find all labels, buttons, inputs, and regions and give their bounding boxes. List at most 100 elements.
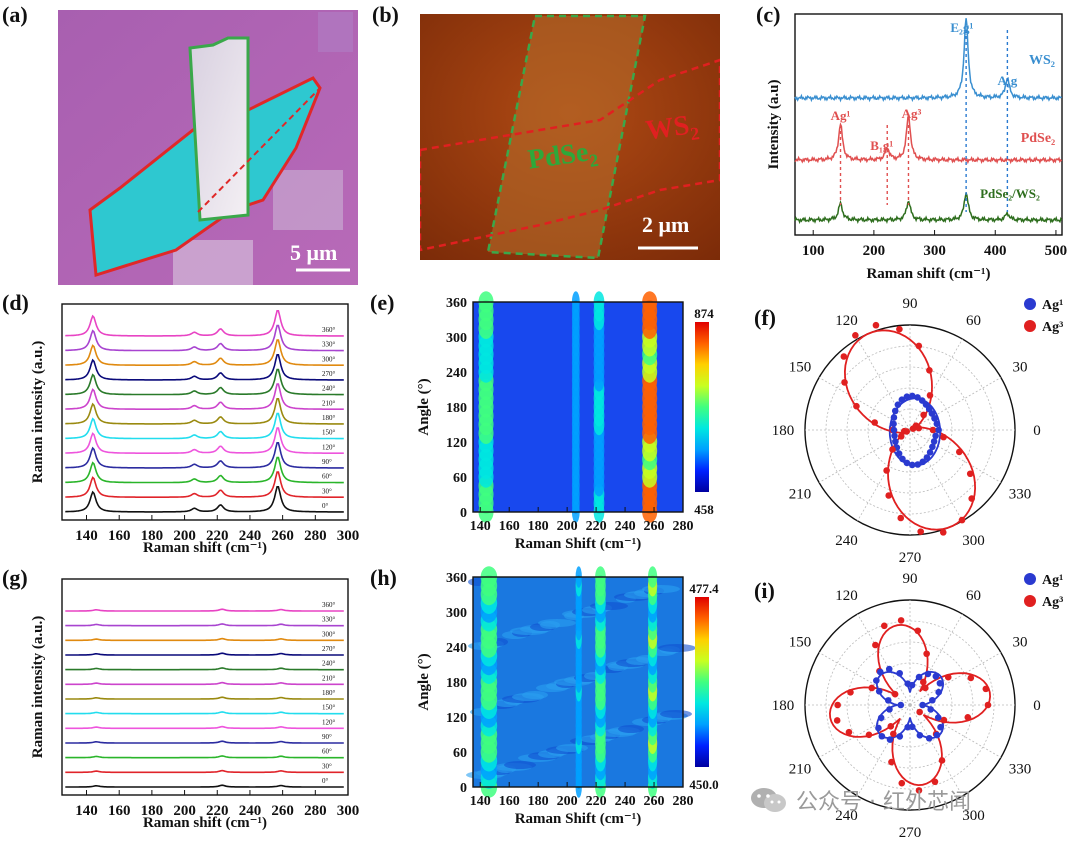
angle-label-d: 150°: [322, 429, 336, 437]
peak-label-ag3: Ag³: [902, 106, 922, 121]
heat-blob-h: [642, 585, 680, 593]
angle-tick-label-f: 0: [1033, 423, 1041, 439]
tick-label-d: 260: [271, 528, 294, 544]
polar-spoke-f: [909, 338, 963, 431]
tick-label-g: 180: [141, 803, 164, 819]
legend-label-i-0: Ag¹: [1042, 573, 1063, 588]
plot-frame-c: [794, 13, 1063, 236]
data-point-ag3-f: [840, 353, 848, 360]
data-point-ag1-f: [895, 450, 903, 457]
tick-label-x-h: 260: [644, 794, 665, 809]
data-point-ag3-f: [903, 428, 911, 435]
polar-spoke-i: [909, 704, 1002, 758]
data-point-ag1-f: [890, 420, 897, 428]
tick-label-d: 140: [75, 528, 98, 544]
data-point-ag3-i: [964, 713, 972, 721]
data-point-ag1-i: [935, 688, 943, 696]
spectrum-line-g-6: [65, 696, 344, 700]
angle-tick-label-f: 60: [966, 313, 981, 329]
tick-label-d: 300: [337, 528, 360, 544]
data-point-ag3-i: [931, 778, 939, 786]
tick-label-y-h: 120: [446, 711, 467, 726]
colorbar-h: [695, 597, 709, 767]
data-point-ag3-i: [938, 757, 946, 764]
tick-label-g: 300: [337, 803, 360, 819]
chart-e: 874 458 140 160 180 200 220 240 260 280 0 60 120 180 2…: [416, 291, 714, 552]
plot-frame-e: [472, 301, 684, 513]
data-point-ag3-i: [865, 731, 873, 739]
tick-label-x-e: 160: [499, 519, 520, 534]
tick-label-x-h: 240: [615, 794, 636, 809]
tick-label-g: 280: [304, 803, 327, 819]
data-point-ag3-i: [888, 758, 895, 766]
angle-label-d: 120°: [322, 443, 336, 451]
data-point-ag1-f: [909, 392, 916, 400]
spectrum-line-d-5: [65, 412, 344, 440]
angle-tick-label-i: 180: [772, 698, 795, 714]
scale-bar-label-a: 5 μm: [290, 240, 338, 265]
tick-label-d: 240: [239, 528, 262, 544]
data-point-ag1-i: [873, 677, 880, 684]
legend-label-f-1: Ag³: [1042, 320, 1063, 335]
legend-marker-i-0: [1024, 573, 1036, 585]
spectrum-line-g-3: [65, 740, 344, 744]
angle-tick-label-f: 150: [789, 360, 812, 376]
data-point-ag1-f: [930, 438, 938, 445]
panel-label-h: (h): [370, 565, 397, 590]
panel-label-c: (c): [756, 2, 781, 27]
spectrum-line-d-12: [65, 310, 344, 337]
spectrum-line-g-4: [65, 725, 344, 730]
spectrum-line-g-9: [65, 652, 344, 656]
data-point-ag3-i: [834, 701, 841, 709]
axis-label-y-e: Angle (°): [416, 378, 432, 435]
tick-label-y-e: 180: [446, 401, 467, 416]
angle-tick-label-f: 240: [835, 533, 858, 549]
tick-label-y-h: 60: [453, 746, 467, 761]
data-point-ag1-i: [936, 679, 944, 687]
data-point-ag3-i: [919, 678, 927, 686]
data-point-ag1-f: [890, 426, 898, 434]
series-line-c-2: [794, 192, 1063, 225]
angle-label-d: 90°: [322, 458, 332, 466]
angle-tick-label-i: 270: [899, 825, 922, 840]
tick-label-d: 280: [304, 528, 327, 544]
data-point-ag3-f: [897, 514, 905, 522]
axis-label-y-c: Intensity (a.u): [766, 79, 782, 169]
panel-e: 874 458 140 160 180 200 220 240 260 280 0 60 120 180 2…: [400, 290, 720, 565]
heat-blob-h: [660, 710, 692, 718]
tick-label-x-h: 200: [557, 794, 578, 809]
tick-label-d: 160: [108, 528, 131, 544]
plot-frame-h: [472, 576, 684, 788]
tick-label-y-h: 360: [446, 571, 467, 586]
data-point-ag3-i: [984, 701, 992, 709]
data-point-ag3-i: [915, 787, 923, 794]
data-point-ag3-i: [891, 690, 899, 698]
angle-label-g: 180°: [322, 689, 336, 697]
data-point-ag3-i: [897, 617, 905, 624]
data-point-ag1-f: [931, 415, 938, 422]
data-point-ag3-f: [883, 467, 890, 474]
data-point-ag3-i: [890, 730, 897, 738]
tick-label-x-h: 280: [673, 794, 694, 809]
polar-spoke-f: [909, 429, 963, 522]
data-point-ag1-i: [916, 732, 924, 739]
panel-label-i: (i): [754, 578, 775, 603]
data-point-ag3-i: [916, 708, 923, 716]
heat-blob-h: [618, 725, 644, 733]
data-point-ag1-f: [903, 459, 911, 467]
watermark: 公众号 · 红外芯闻: [750, 780, 1070, 820]
angle-label-d: 60°: [322, 473, 332, 481]
data-point-ag1-f: [923, 454, 931, 461]
data-point-ag3-f: [955, 448, 963, 456]
data-point-ag1-i: [876, 668, 884, 676]
data-point-ag3-f: [885, 492, 893, 499]
angle-label-d: 300°: [322, 355, 336, 363]
data-point-ag3-i: [922, 684, 929, 692]
angle-label-d: 210°: [322, 399, 336, 407]
tick-label-c: 500: [1045, 243, 1068, 259]
spectrum-line-g-8: [65, 667, 344, 671]
angle-label-g: 210°: [322, 674, 336, 682]
data-point-ag1-f: [898, 396, 906, 404]
angle-tick-label-i: 0: [1033, 698, 1041, 714]
tick-label-y-h: 180: [446, 676, 467, 691]
